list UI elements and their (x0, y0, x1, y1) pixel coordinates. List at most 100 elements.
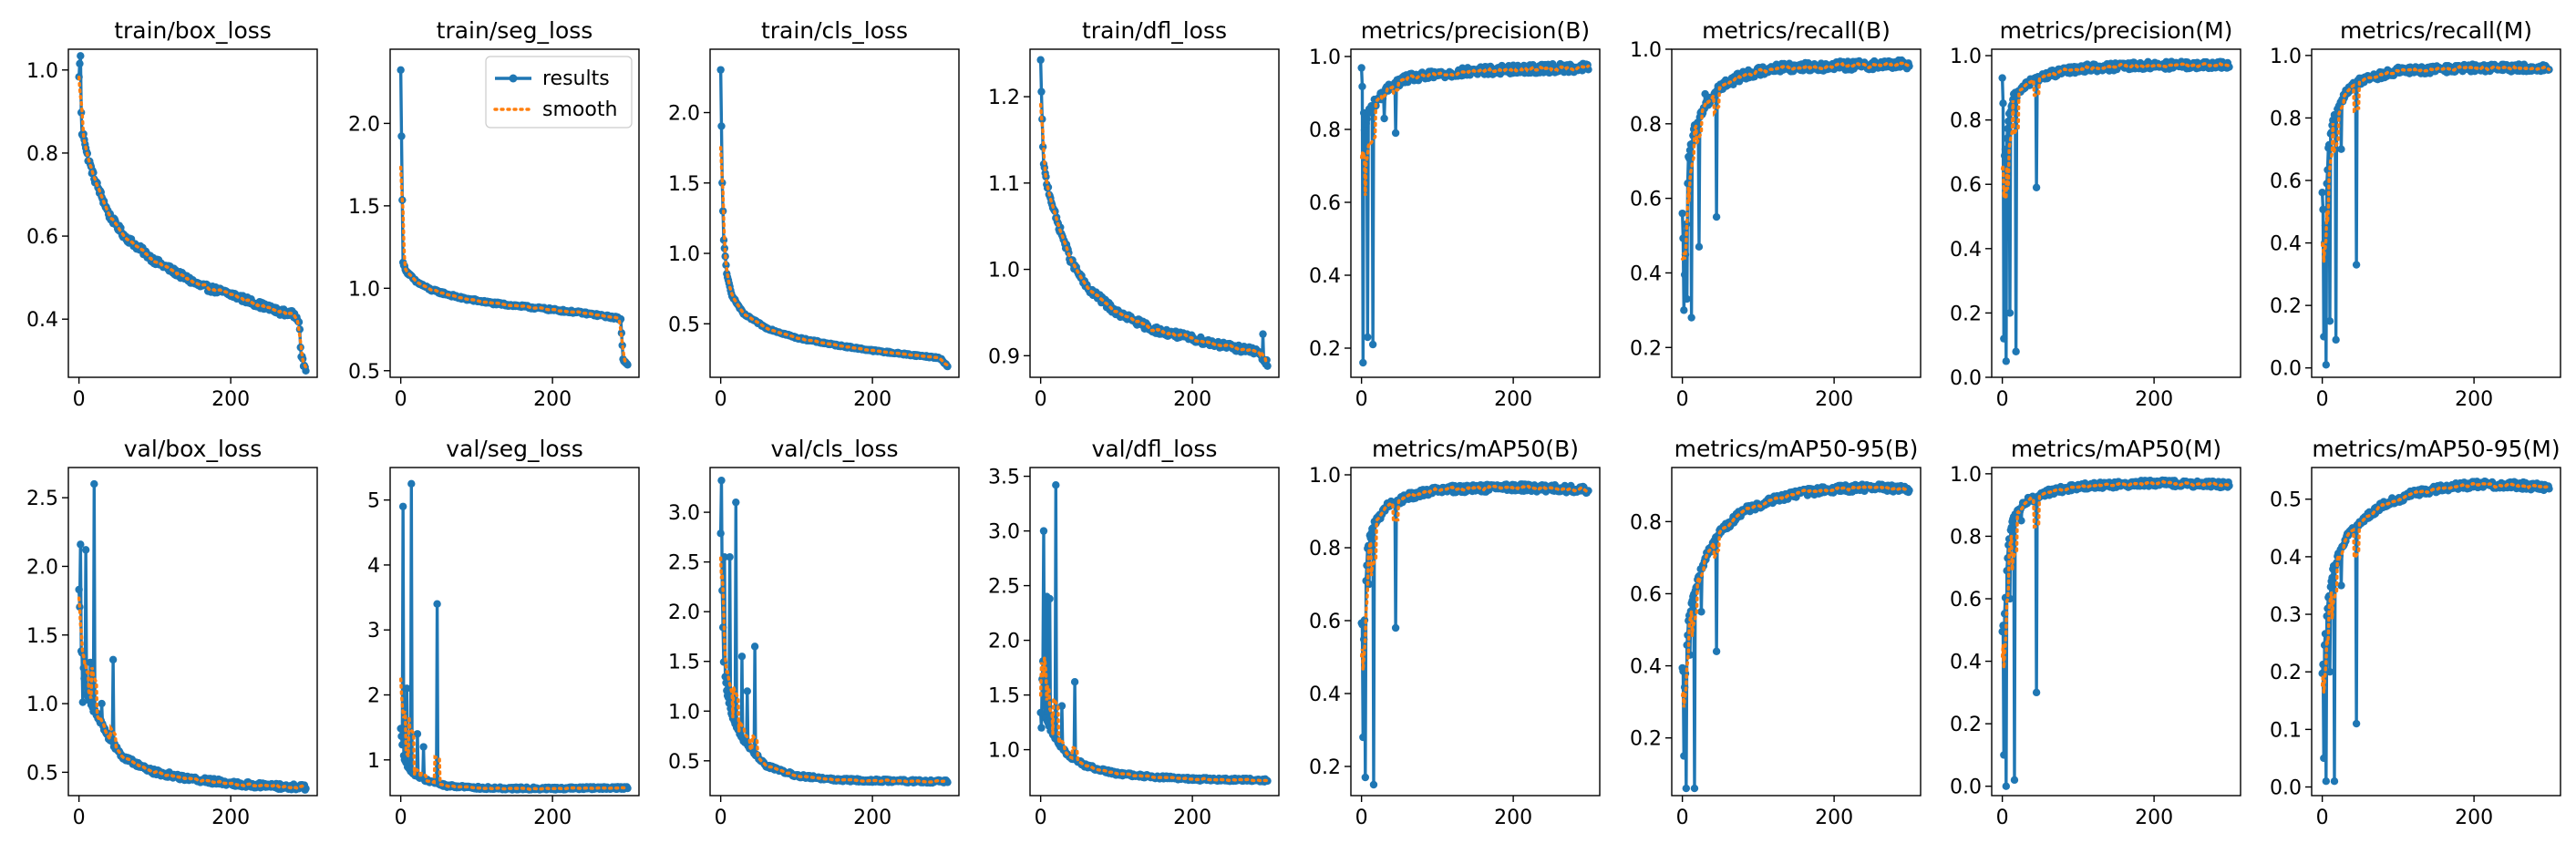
panel-val-cls-loss-xtick-label: 0 (715, 807, 727, 829)
panel-metrics-map50-b-smooth-line (1359, 484, 1591, 671)
panel-val-box-loss-xtick-label: 0 (73, 807, 86, 829)
panel-val-cls-loss-xtick-label: 200 (853, 807, 891, 829)
panel-metrics-recall-b-results-point (1695, 242, 1704, 252)
panel-metrics-precision-b-ytick-label: 0.6 (1309, 192, 1341, 215)
panel-train-box-loss-xtick-label: 0 (73, 388, 86, 411)
panel-metrics-precision-m: metrics/precision(M)0 2000.00.20.40.60.81… (1950, 17, 2241, 411)
panel-train-box-loss-ytick-label: 0.6 (26, 226, 58, 249)
panel-val-box-loss-ytick-label: 0.5 (26, 762, 58, 785)
panel-metrics-map50-95-b-ytick-label: 0.8 (1630, 511, 1662, 534)
panel-metrics-precision-b-results-point (1391, 129, 1400, 138)
panel-metrics-map50-m-frame (1991, 467, 2241, 797)
panel-val-seg-loss-results-point (433, 600, 441, 608)
panel-metrics-map50-m-results-point (2017, 517, 2025, 525)
panel-val-seg-loss-ytick-label: 5 (367, 490, 380, 513)
panel-metrics-recall-m-results-point (2322, 361, 2331, 369)
panel-val-box-loss-ytick-label: 1.0 (26, 694, 58, 716)
panel-metrics-precision-b-results-point (1364, 333, 1372, 342)
panel-metrics-precision-b-plot-area (1357, 59, 1592, 367)
panel-metrics-map50-b-ytick-label: 0.4 (1309, 684, 1341, 706)
panel-train-cls-loss-results-point (716, 66, 725, 74)
panel-val-dfl-loss-results-point (1070, 678, 1079, 686)
panel-val-box-loss-results-point (75, 585, 83, 594)
panel-metrics-recall-b-frame (1671, 48, 1922, 378)
panel-metrics-map50-95-b-results-point (1905, 486, 1913, 495)
panel-metrics-recall-b-ytick-label: 0.2 (1630, 337, 1662, 360)
panel-metrics-map50-95-b-ytick-label: 0.2 (1630, 728, 1662, 751)
panel-metrics-map50-95-b-results-point (1712, 647, 1721, 655)
legend-smooth-label: smooth (542, 98, 617, 121)
panel-metrics-precision-m-ytick-label: 1.0 (1950, 46, 1982, 68)
panel-train-dfl-loss-ytick-label: 0.9 (988, 345, 1020, 368)
panel-val-cls-loss-ytick-label: 3.0 (668, 502, 700, 525)
panel-metrics-precision-m-results-point (1998, 74, 2006, 82)
panel-metrics-recall-b-results-point (1680, 271, 1689, 279)
panel-val-seg-loss-ytick-label: 4 (367, 555, 380, 578)
panel-metrics-precision-m-title: metrics/precision(M) (2000, 17, 2233, 44)
panel-metrics-map50-m-results-point (1998, 627, 2006, 636)
panel-train-dfl-loss-xtick-label: 0 (1035, 388, 1047, 411)
panel-metrics-precision-m-ytick-label: 0.2 (1950, 303, 1982, 325)
panel-metrics-precision-m-results-point (2005, 309, 2014, 317)
panel-val-cls-loss-results-point (720, 552, 729, 561)
panel-train-box-loss-ytick-label: 0.4 (26, 309, 58, 332)
panel-val-seg-loss-ytick-label: 3 (367, 620, 380, 643)
panel-metrics-recall-b-plot-area (1678, 56, 1913, 322)
panel-metrics-map50-95-b-results-point (1682, 784, 1691, 793)
panel-train-dfl-loss-ytick-label: 1.0 (988, 260, 1020, 283)
panel-train-cls-loss-ytick-label: 0.5 (668, 314, 700, 336)
panel-metrics-map50-m-xtick-label: 200 (2135, 807, 2173, 829)
panel-val-dfl-loss-ytick-label: 1.5 (988, 685, 1020, 708)
panel-metrics-map50-b-results-line (1360, 482, 1590, 786)
panel-metrics-map50-95-b-ytick-label: 0.4 (1630, 656, 1662, 679)
panel-metrics-map50-95-m-ytick-label: 0.1 (2270, 719, 2302, 742)
panel-train-dfl-loss-title: train/dfl_loss (1082, 17, 1227, 44)
panel-val-box-loss-results-point (80, 674, 88, 683)
panel-train-box-loss-results-point (77, 52, 85, 60)
panel-train-box-loss-results-point (76, 59, 84, 68)
panel-val-seg-loss-results-point (413, 730, 422, 738)
panel-train-seg-loss-ytick-label: 1.0 (348, 278, 380, 301)
panel-val-box-loss-xtick-label: 200 (211, 807, 250, 829)
panel-metrics-map50-m-ytick-label: 0.4 (1950, 652, 1982, 674)
panel-train-cls-loss-results-point (717, 122, 726, 130)
panel-metrics-precision-m-results-point (2000, 334, 2008, 343)
panel-train-seg-loss-frame (389, 48, 640, 378)
panel-metrics-precision-b-results-point (1357, 64, 1365, 72)
panel-metrics-map50-95-m-results-point (2322, 777, 2331, 786)
panel-val-cls-loss-results-point (724, 694, 733, 702)
panel-metrics-precision-b-results-point (1363, 115, 1371, 123)
panel-metrics-recall-m-title: metrics/recall(M) (2340, 17, 2532, 44)
panel-metrics-map50-95-m-results-point (2330, 777, 2339, 786)
panel-metrics-precision-m-results-point (2004, 124, 2012, 133)
panel-val-box-loss-title: val/box_loss (124, 436, 262, 462)
panel-metrics-map50-m-ytick-label: 0.6 (1950, 589, 1982, 612)
panel-metrics-recall-b-smooth-line (1680, 60, 1911, 262)
panel-metrics-recall-b-ytick-label: 0.6 (1630, 189, 1662, 211)
panel-metrics-precision-m-frame (1991, 48, 2241, 378)
panel-metrics-precision-m-results-point (2000, 151, 2009, 159)
panel-metrics-recall-b-results-point (1685, 154, 1694, 162)
panel-metrics-recall-b-results-point (1712, 212, 1721, 221)
panel-metrics-map50-95-m-ytick-label: 0.0 (2270, 777, 2302, 800)
panel-val-dfl-loss-results-point (1039, 527, 1048, 535)
panel-train-cls-loss-results-point (718, 179, 726, 187)
panel-metrics-precision-m-ytick-label: 0.4 (1950, 239, 1982, 262)
panel-metrics-map50-b-results-point (1584, 487, 1592, 495)
panel-metrics-map50-95-b-smooth-line (1680, 485, 1911, 708)
panel-val-cls-loss-plot-area (716, 476, 952, 787)
panel-metrics-precision-m-plot-area (1998, 57, 2233, 365)
panel-metrics-map50-95-m-ytick-label: 0.3 (2270, 604, 2302, 627)
panel-metrics-precision-m-xtick-label: 200 (2135, 388, 2173, 411)
panel-train-cls-loss-xtick-label: 0 (715, 388, 727, 411)
panel-metrics-recall-m-ytick-label: 0.2 (2270, 295, 2302, 318)
panel-val-box-loss-results-point (90, 479, 98, 488)
panel-metrics-recall-b-title: metrics/recall(B) (1702, 17, 1891, 44)
panel-val-seg-loss-results-point (407, 479, 416, 488)
panel-val-box-loss-ytick-label: 2.0 (26, 556, 58, 579)
